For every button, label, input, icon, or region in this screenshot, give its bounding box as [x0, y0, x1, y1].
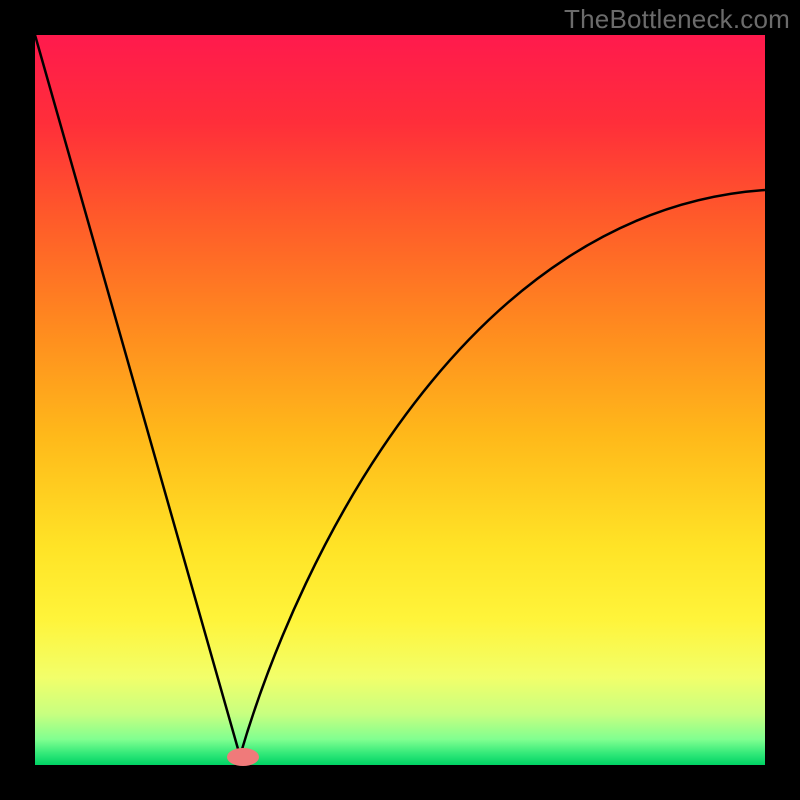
plot-background [35, 35, 765, 765]
bottleneck-chart [0, 0, 800, 800]
chart-container: TheBottleneck.com [0, 0, 800, 800]
watermark-text: TheBottleneck.com [564, 4, 790, 35]
optimum-marker [227, 748, 259, 766]
